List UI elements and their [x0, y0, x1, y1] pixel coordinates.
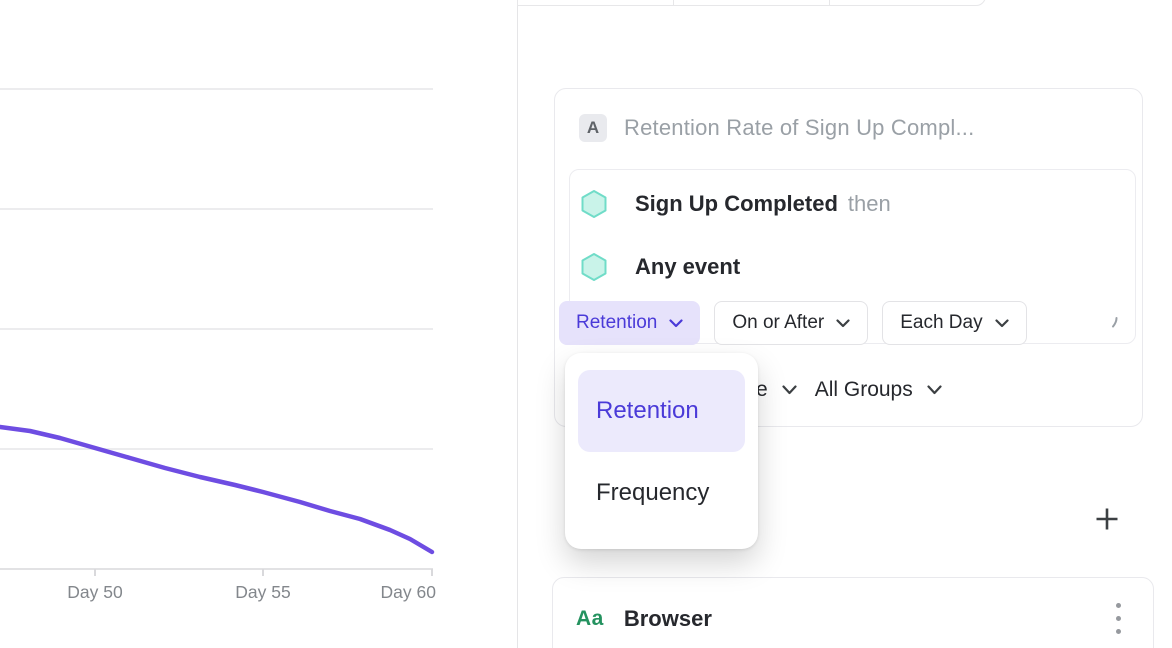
menu-item-frequency[interactable]: Frequency: [596, 479, 710, 506]
svg-text:Day 50: Day 50: [67, 582, 123, 602]
event-row-text: Any event: [635, 254, 750, 280]
chevron-down-icon: [994, 318, 1009, 327]
event-name: Sign Up Completed: [635, 191, 838, 216]
property-type-icon: Aa: [576, 606, 604, 630]
add-button[interactable]: [1085, 497, 1129, 541]
chart-type-tab[interactable]: [674, 0, 830, 5]
retention-chart-panel: Day 50 Day 55 Day 60: [0, 0, 517, 648]
query-card-header: A Retention Rate of Sign Up Compl...: [555, 89, 1142, 142]
query-controls-row: Retention On or After Each Day: [559, 301, 1027, 345]
event-row-second[interactable]: Any event: [580, 252, 750, 282]
svg-text:Day 55: Day 55: [235, 582, 290, 602]
query-title[interactable]: Retention Rate of Sign Up Compl...: [624, 115, 975, 140]
chevron-down-icon: [782, 385, 797, 395]
event-row-text: Sign Up Completed then: [635, 191, 891, 217]
svg-text:Day 60: Day 60: [381, 582, 437, 602]
metric-dropdown-label: Retention: [576, 312, 658, 333]
interval-dropdown-button[interactable]: Each Day: [882, 301, 1027, 345]
panel-divider: [517, 4, 518, 648]
series-a-badge: A: [579, 114, 607, 142]
property-card[interactable]: Aa Browser: [552, 577, 1154, 648]
chevron-down-icon: [927, 385, 942, 395]
clipped-control-fragment: [1112, 317, 1118, 328]
metric-dropdown-button[interactable]: Retention: [559, 301, 701, 345]
event-suffix: then: [847, 191, 891, 216]
timing-dropdown-label: On or After: [732, 312, 825, 333]
chart-type-tab-strip: [517, 0, 986, 6]
interval-dropdown-label: Each Day: [900, 312, 983, 333]
metric-dropdown-menu: Retention Frequency: [565, 353, 758, 549]
kebab-menu-icon[interactable]: [1110, 599, 1127, 638]
chevron-down-icon: [836, 318, 850, 327]
chart-type-tab[interactable]: [518, 0, 674, 5]
plus-icon: [1096, 508, 1118, 530]
chart-type-tab[interactable]: [830, 0, 985, 5]
property-row: Aa Browser: [553, 578, 1153, 638]
menu-item-retention[interactable]: Retention: [578, 370, 745, 452]
property-label: Browser: [623, 605, 712, 631]
event-hexagon-icon: [581, 253, 607, 281]
retention-line-chart: Day 50 Day 55 Day 60: [0, 88, 437, 602]
event-name: Any event: [635, 254, 741, 279]
group-by-dropdown[interactable]: All Groups: [814, 378, 913, 401]
event-hexagon-icon: [581, 190, 607, 218]
group-by-row: e All Groups: [756, 378, 942, 402]
chevron-down-icon: [669, 318, 683, 327]
clipped-text-fragment: e: [756, 378, 768, 401]
timing-dropdown-button[interactable]: On or After: [714, 301, 869, 345]
event-row-first[interactable]: Sign Up Completed then: [580, 189, 891, 219]
